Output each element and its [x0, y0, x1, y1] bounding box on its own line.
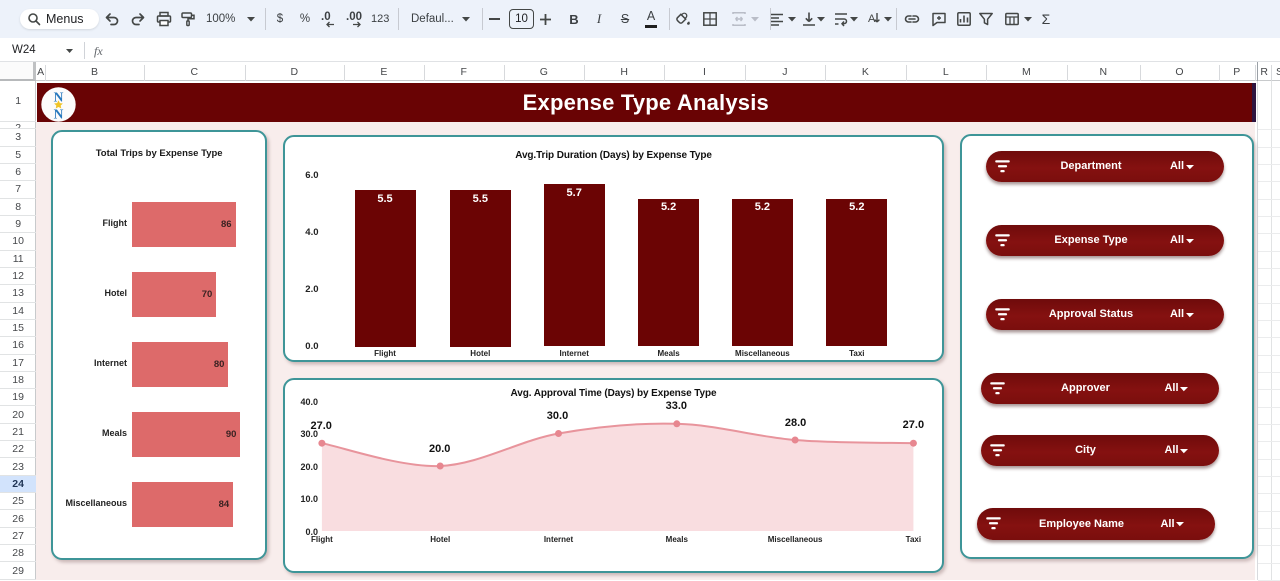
svg-text:N: N: [53, 106, 63, 121]
svg-text:A: A: [868, 13, 876, 25]
svg-text:N: N: [53, 89, 63, 104]
